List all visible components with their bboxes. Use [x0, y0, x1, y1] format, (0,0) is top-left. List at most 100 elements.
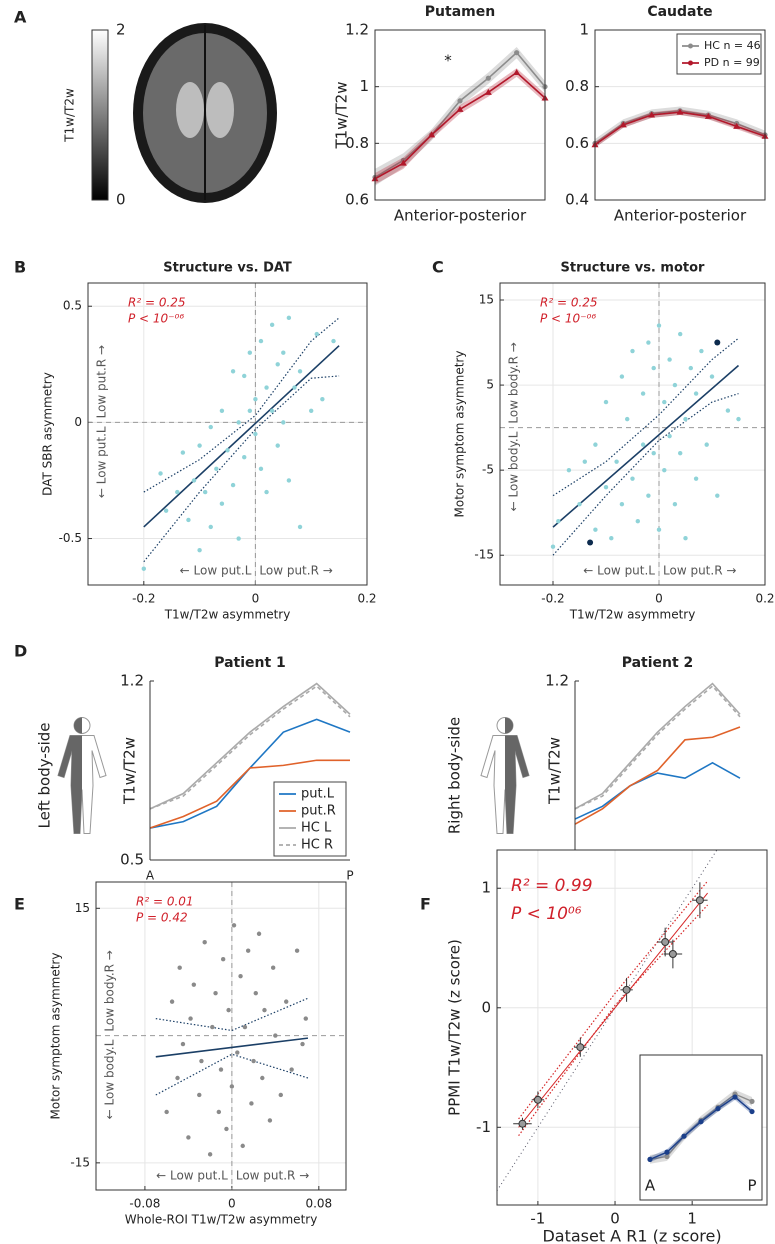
- marker: [664, 1153, 670, 1160]
- marker: [513, 69, 521, 75]
- point: [294, 948, 300, 953]
- point: [197, 443, 202, 448]
- point: [556, 518, 561, 524]
- point: [230, 482, 236, 488]
- x-tick-label: 1: [687, 1210, 697, 1228]
- point: [267, 1118, 273, 1123]
- point: [309, 408, 314, 413]
- legend-label: put.R: [301, 804, 336, 819]
- point: [253, 990, 258, 996]
- point: [640, 391, 646, 396]
- point: [297, 524, 303, 530]
- direction-label: Low put.R →: [663, 564, 736, 578]
- panel-label: E: [14, 895, 25, 914]
- confidence-line: [155, 1053, 309, 1096]
- point: [207, 1152, 213, 1157]
- point: [273, 1033, 278, 1038]
- x-axis-label: Whole-ROI T1w/T2w asymmetry: [125, 1213, 318, 1227]
- marker: [648, 111, 656, 118]
- point: [297, 369, 303, 374]
- point: [630, 476, 635, 481]
- point: [163, 508, 169, 513]
- series-line: [149, 685, 351, 810]
- y-tick-label: 1: [579, 21, 589, 39]
- point: [242, 1024, 248, 1030]
- stat-label: P < 10⁻⁰⁶: [128, 312, 184, 326]
- x-tick-label: 0.2: [357, 592, 376, 606]
- fit-line: [518, 892, 708, 1128]
- chart-title: Structure vs. DAT: [163, 261, 292, 276]
- marker: [399, 159, 407, 166]
- point: [289, 1067, 294, 1072]
- chart-title: Patient 1: [214, 655, 286, 671]
- point: [270, 965, 276, 970]
- error-band: [375, 47, 545, 186]
- point: [141, 566, 146, 571]
- axes-box: [95, 881, 347, 1191]
- point: [186, 517, 191, 523]
- chart-title: Putamen: [425, 4, 495, 20]
- y-tick-label: 1.2: [345, 21, 369, 39]
- point: [260, 1075, 265, 1081]
- point: [646, 340, 651, 345]
- x-axis-label: Anterior-posterior: [614, 207, 747, 225]
- marker: [676, 108, 684, 115]
- x-tick-label: -1: [530, 1210, 545, 1228]
- y-tick-label: 0: [481, 998, 491, 1016]
- x-axis-label: Dataset A R1 (z score): [542, 1227, 721, 1244]
- point: [533, 1095, 542, 1104]
- y-axis-label: Motor symptom asymmetry: [453, 351, 467, 518]
- y-tick-label: -5: [482, 463, 494, 477]
- point: [603, 484, 609, 490]
- point: [269, 322, 275, 328]
- point: [640, 442, 646, 447]
- point: [236, 420, 241, 425]
- point: [625, 416, 630, 422]
- highlight-point: [587, 539, 594, 546]
- point: [662, 399, 667, 405]
- point: [275, 443, 280, 448]
- marker: [485, 75, 491, 81]
- confidence-line: [518, 904, 709, 1137]
- point: [197, 1092, 202, 1098]
- marker: [704, 112, 712, 119]
- panel-label: A: [14, 8, 27, 27]
- direction-label: ← Low put.L: [583, 564, 655, 578]
- point: [175, 489, 180, 495]
- x-tick-label: 0: [655, 592, 663, 606]
- panel-label: B: [14, 258, 26, 277]
- y-tick-label: -0.5: [59, 531, 82, 545]
- marker: [484, 88, 492, 95]
- point: [672, 501, 678, 507]
- x-tick-label: 0.08: [305, 1197, 332, 1211]
- legend-label: HC n = 46: [704, 39, 761, 52]
- marker: [664, 1149, 670, 1155]
- fit-line: [552, 364, 740, 528]
- point: [635, 518, 640, 524]
- point: [249, 1101, 254, 1106]
- point: [622, 985, 631, 994]
- y-tick-label: 1.2: [545, 672, 569, 690]
- series-line: [149, 759, 350, 829]
- point: [286, 315, 292, 321]
- marker: [647, 1156, 653, 1162]
- point: [699, 348, 704, 354]
- stat-label: P < 10⁰⁶: [511, 904, 582, 924]
- marker: [715, 1106, 721, 1112]
- y-axis-label: T1w/T2w: [121, 737, 139, 805]
- point: [582, 459, 587, 464]
- point: [242, 455, 247, 460]
- direction-label: ← Low put.L: [95, 426, 109, 498]
- stat-label: R² = 0.01: [136, 895, 194, 909]
- point: [220, 957, 226, 962]
- y-tick-label: 0.6: [345, 191, 369, 209]
- point: [577, 501, 582, 507]
- point: [197, 547, 202, 553]
- x-axis-label: T1w/T2w asymmetry: [164, 608, 291, 622]
- confidence-line: [143, 317, 340, 493]
- error-band: [595, 109, 765, 148]
- y-tick-label: 0.6: [565, 134, 589, 152]
- y-tick-label: 0.5: [63, 299, 82, 313]
- y-tick-label: 0.5: [120, 851, 144, 869]
- point: [225, 448, 230, 453]
